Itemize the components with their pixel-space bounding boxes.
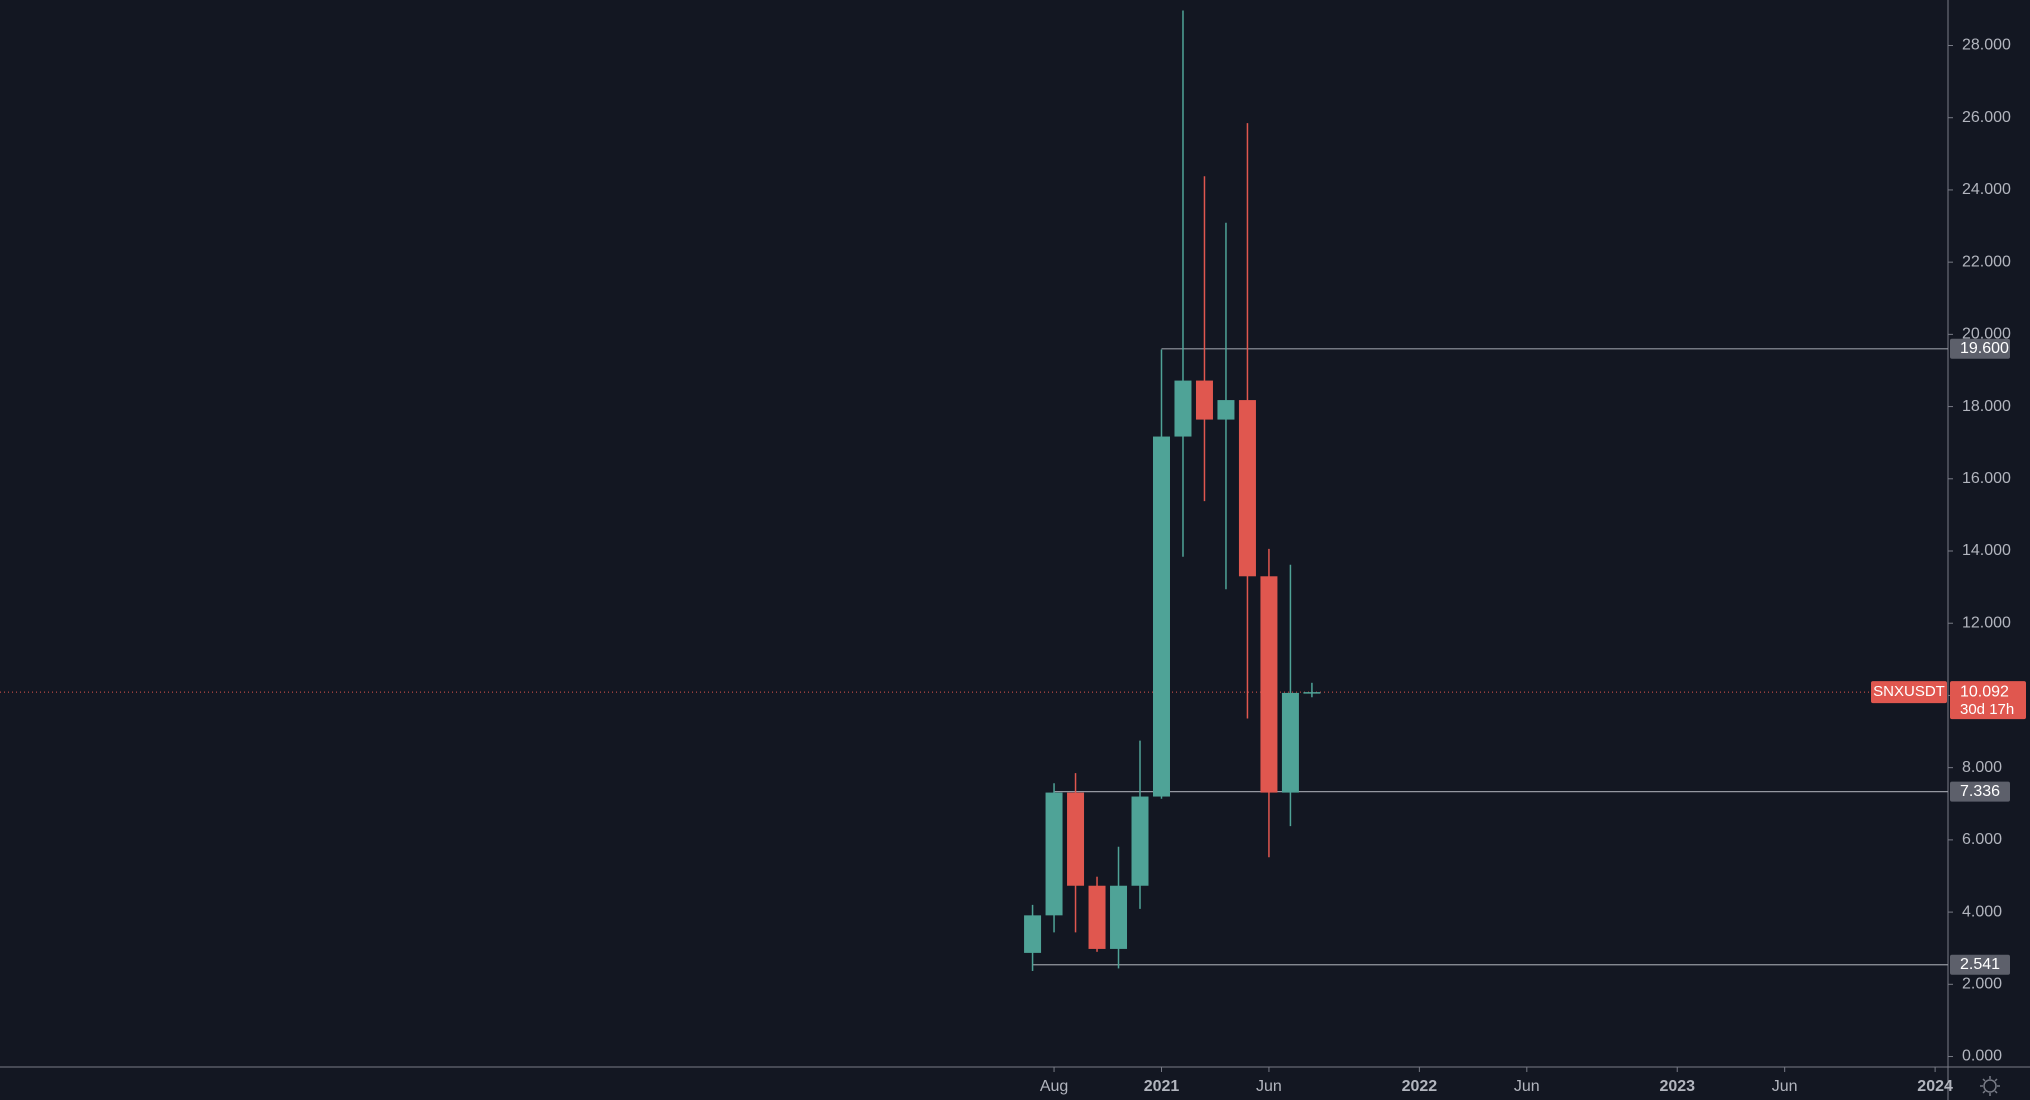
settings-icon[interactable] <box>1980 1076 2000 1096</box>
x-tick-label: Jun <box>1772 1078 1798 1095</box>
level-label: 7.336 <box>1960 783 2000 800</box>
y-tick-label: 0.000 <box>1962 1048 2002 1065</box>
settings-icon-ring[interactable] <box>1983 1079 1997 1093</box>
y-tick-label: 26.000 <box>1962 109 2011 126</box>
candle-body <box>1110 885 1128 949</box>
y-tick-label: 18.000 <box>1962 398 2011 415</box>
last-price-label: 10.092 <box>1960 683 2009 700</box>
level-label-box <box>1950 338 2010 359</box>
candle-body <box>1131 796 1149 886</box>
candle-body <box>1067 792 1085 886</box>
settings-icon-spokes[interactable] <box>1980 1076 2000 1096</box>
x-tick-label: Jun <box>1256 1078 1282 1095</box>
x-tick-label: 2023 <box>1659 1078 1695 1095</box>
y-tick-label: 22.000 <box>1962 253 2011 270</box>
candle-body <box>1174 380 1192 437</box>
y-tick-label: 24.000 <box>1962 181 2011 198</box>
y-tick-label: 14.000 <box>1962 542 2011 559</box>
candle-body <box>1303 692 1321 694</box>
symbol-label: SNXUSDT <box>1873 683 1945 700</box>
x-tick-label: 2022 <box>1402 1078 1438 1095</box>
y-tick-label: 16.000 <box>1962 470 2011 487</box>
level-label: 19.600 <box>1960 340 2009 357</box>
last-price-box <box>1950 681 2026 720</box>
y-tick-label: 12.000 <box>1962 614 2011 631</box>
y-tick-label: 4.000 <box>1962 903 2002 920</box>
y-tick-label: 8.000 <box>1962 759 2002 776</box>
x-tick-label: 2024 <box>1917 1078 1953 1095</box>
y-tick-label: 28.000 <box>1962 37 2011 54</box>
y-tick-label: 20.000 <box>1962 326 2011 343</box>
candle-body <box>1045 792 1063 916</box>
level-label-box <box>1950 954 2010 975</box>
candle-body <box>1217 400 1235 420</box>
x-tick-label: 2021 <box>1144 1078 1180 1095</box>
candle-body <box>1152 436 1170 797</box>
candle-body <box>1195 380 1213 420</box>
candle-body <box>1238 400 1256 577</box>
candle-body <box>1281 692 1299 793</box>
countdown-label: 30d 17h <box>1960 701 2014 718</box>
y-tick-label: 2.000 <box>1962 976 2002 993</box>
candle-body <box>1024 915 1042 953</box>
x-tick-label: Aug <box>1040 1078 1068 1095</box>
y-tick-label: 6.000 <box>1962 831 2002 848</box>
x-tick-label: Jun <box>1514 1078 1540 1095</box>
level-label: 2.541 <box>1960 956 2000 973</box>
level-label-box <box>1950 781 2010 802</box>
candle-body <box>1260 576 1278 793</box>
symbol-label-box <box>1871 681 1947 704</box>
candle-body <box>1088 885 1106 949</box>
